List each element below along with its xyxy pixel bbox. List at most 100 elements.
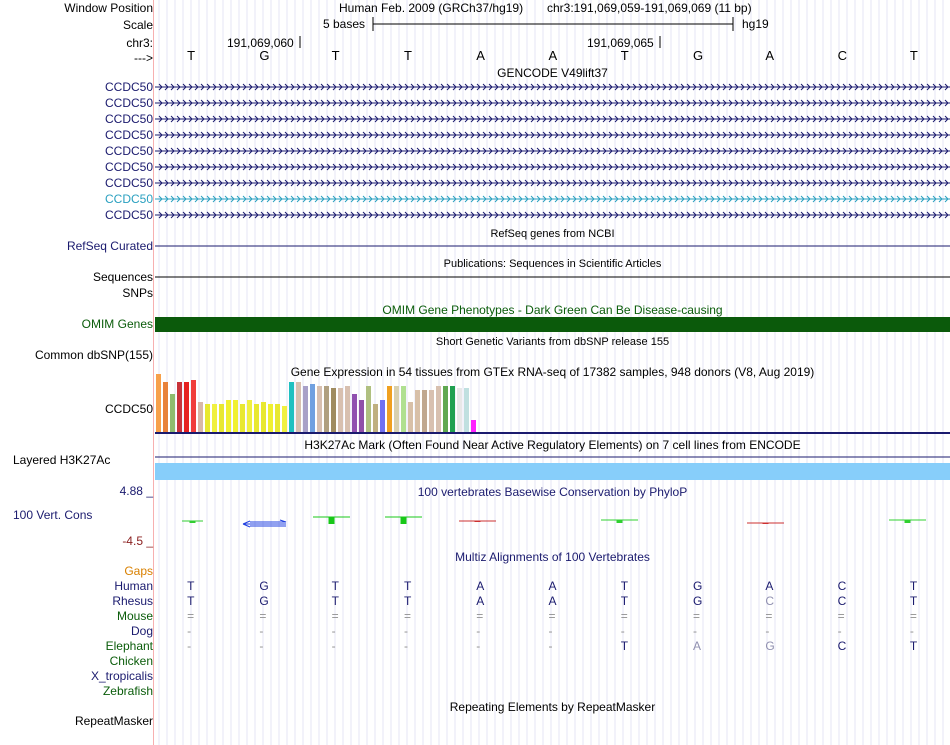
gencode-gene-label: CCDC50 [104,176,153,190]
base-letter: A [476,48,485,63]
base-letter: C [837,48,847,63]
gtex-bar [275,404,280,432]
snps-label[interactable]: SNPs [122,286,153,300]
multiz-base: - [548,624,553,638]
window-position-label: Window Position [64,1,153,15]
multiz-base: A [476,579,485,593]
dbsnp-label[interactable]: Common dbSNP(155) [34,348,153,362]
gtex-bar [268,404,273,432]
multiz-base: C [837,639,847,653]
gtex-bar [156,374,161,432]
sequences-label[interactable]: Sequences [92,270,153,284]
multiz-base: - [693,624,698,638]
multiz-base: T [403,594,412,608]
multiz-base: = [259,609,267,623]
multiz-species-label: Zebrafish [102,684,153,698]
multiz-species-label: Chicken [109,654,153,668]
base-letter: T [403,48,412,63]
gtex-bar [338,388,343,432]
gtex-bar [254,404,259,432]
multiz-species-label: Mouse [116,609,153,623]
multiz-base: = [837,609,845,623]
phylop-mark-bar [616,520,623,523]
multiz-base: A [476,594,485,608]
gtex-bar [317,386,322,432]
multiz-base: = [548,609,556,623]
gencode-gene-label: CCDC50 [104,80,153,94]
phylop-label[interactable]: 100 Vert. Cons [13,508,93,522]
gtex-bar [394,386,399,432]
multiz-base: - [403,639,408,653]
gtex-bar [191,380,196,432]
gtex-bar [184,382,189,432]
multiz-title[interactable]: Multiz Alignments of 100 Vertebrates [455,550,650,564]
phylop-title[interactable]: 100 vertebrates Basewise Conservation by… [417,485,688,499]
gtex-bar [359,400,364,432]
gtex-bar [247,400,252,432]
transcript-chevrons [158,195,949,203]
gtex-bar [324,386,329,432]
multiz-base: G [765,639,775,653]
strand-label: ---> [134,51,153,65]
multiz-base: A [765,579,774,593]
refseq-label[interactable]: RefSeq Curated [66,239,153,253]
gtex-bar [205,404,210,432]
multiz-base: G [693,579,703,593]
omim-label[interactable]: OMIM Genes [81,317,153,331]
multiz-base: - [259,639,264,653]
h3k27ac-label[interactable]: Layered H3K27Ac [13,453,111,467]
multiz-base: C [837,579,847,593]
multiz-base: - [331,624,336,638]
gtex-bar [443,386,448,432]
multiz-base: - [765,624,770,638]
base-gridlines [158,0,944,745]
phylop-mark-bar [328,517,335,524]
base-letter: G [693,48,704,63]
multiz-base: = [909,609,917,623]
scale-text: 5 bases [323,17,366,31]
gtex-bar [422,390,427,432]
multiz-base: C [765,594,774,608]
omim-band [155,317,950,332]
publications-title[interactable]: Publications: Sequences in Scientific Ar… [443,258,662,270]
multiz-base: A [548,594,557,608]
multiz-base: - [548,639,553,653]
h3k27ac-title[interactable]: H3K27Ac Mark (Often Found Near Active Re… [304,438,801,452]
gtex-bar [303,386,308,432]
multiz-base: T [909,579,918,593]
gtex-title[interactable]: Gene Expression in 54 tissues from GTEx … [290,365,815,379]
gencode-gene-label: CCDC50 [104,208,153,222]
gtex-bar [170,394,175,432]
gtex-bar [352,394,357,432]
gtex-bar [177,382,182,432]
gtex-gene-label[interactable]: CCDC50 [104,402,153,416]
gtex-bar [429,390,434,432]
multiz-base: = [187,609,195,623]
repeatmasker-title[interactable]: Repeating Elements by RepeatMasker [449,700,656,714]
gtex-bar [415,390,420,432]
repeatmasker-label[interactable]: RepeatMasker [74,714,153,728]
gtex-bar [163,382,168,432]
gtex-bar [387,386,392,432]
multiz-base: - [620,624,625,638]
base-letter: A [548,48,558,63]
gtex-bar [289,382,294,432]
multiz-base: T [187,594,195,608]
gtex-bar [380,400,385,432]
omim-title[interactable]: OMIM Gene Phenotypes - Dark Green Can Be… [382,303,723,317]
gtex-bar [345,386,350,432]
base-letter: T [187,48,196,63]
base-letter: T [909,48,918,63]
transcript-chevrons [158,99,949,107]
multiz-base: T [331,594,340,608]
gtex-bar [464,388,469,432]
refseq-title[interactable]: RefSeq genes from NCBI [490,228,615,240]
multiz-base: = [476,609,484,623]
gencode-title[interactable]: GENCODE V49lift37 [497,66,608,80]
gencode-gene-label: CCDC50 [104,160,153,174]
multiz-base: - [403,624,408,638]
multiz-base: G [693,594,703,608]
dbsnp-title[interactable]: Short Genetic Variants from dbSNP releas… [435,336,670,348]
multiz-base: T [620,594,629,608]
